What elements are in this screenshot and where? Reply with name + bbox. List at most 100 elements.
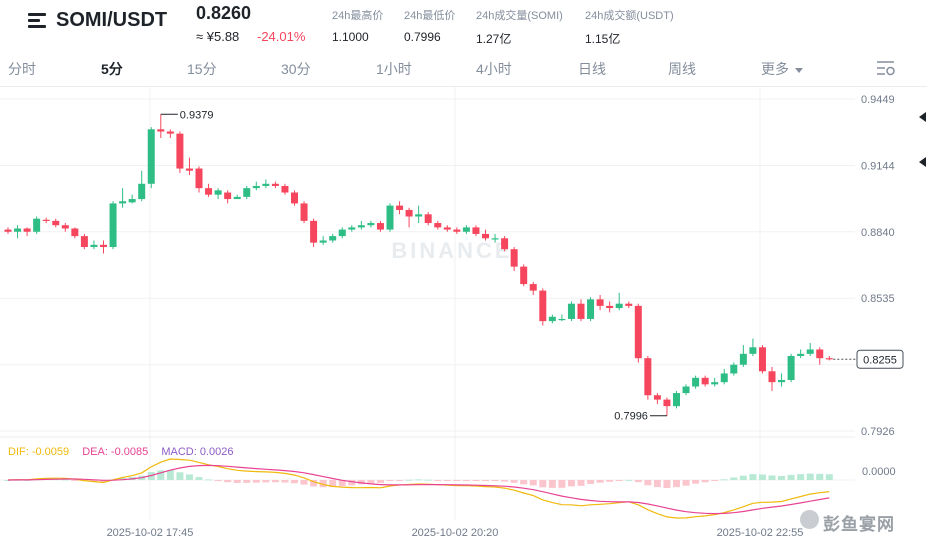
- candle-body: [166, 131, 174, 134]
- macd-histogram-bar: [367, 480, 375, 484]
- macd-histogram-bar: [558, 480, 566, 488]
- last-price: 0.8260: [196, 3, 252, 23]
- candle-body: [577, 303, 585, 319]
- tab-1d[interactable]: 日线: [578, 61, 606, 77]
- macd-histogram-bar: [176, 472, 184, 480]
- candle-body: [291, 192, 298, 204]
- macd-histogram-bar: [596, 480, 604, 483]
- candle-body: [701, 377, 709, 385]
- stat-value: 1.27亿: [476, 32, 512, 46]
- macd-histogram-bar: [587, 480, 595, 484]
- tab-1w[interactable]: 周线: [668, 61, 696, 77]
- stat-value: 1.1000: [332, 30, 369, 44]
- candle-body: [510, 249, 518, 267]
- macd-histogram-bar: [300, 480, 308, 485]
- macd-histogram-bar: [100, 480, 107, 482]
- macd-histogram-bar: [520, 480, 528, 485]
- macd-histogram-bar: [720, 479, 728, 481]
- candle-body: [367, 223, 375, 226]
- menu-icon[interactable]: [28, 13, 46, 29]
- candle-body: [33, 218, 41, 232]
- candle-body: [90, 244, 98, 248]
- candle-body: [310, 220, 318, 243]
- candle-body: [281, 185, 289, 193]
- candle-body: [405, 209, 413, 217]
- candle-body: [262, 183, 270, 186]
- header-divider: [0, 86, 927, 87]
- macd-histogram-bar: [424, 479, 432, 481]
- candle-body: [376, 223, 384, 230]
- macd-histogram-bar: [443, 480, 451, 481]
- candle-body: [625, 303, 633, 306]
- macd-histogram-bar: [634, 480, 642, 483]
- macd-histogram-bar: [491, 480, 499, 482]
- candle-body: [271, 183, 279, 186]
- macd-histogram-bar: [825, 474, 833, 480]
- candle-body: [529, 284, 537, 291]
- macd-histogram-bar: [730, 477, 738, 480]
- y-tick-label: 0.7926: [861, 426, 895, 438]
- tab-30m[interactable]: 30分: [281, 61, 311, 77]
- candle-body: [214, 190, 222, 195]
- tab-4h[interactable]: 4小时: [476, 61, 512, 77]
- watermark-text: 彭鱼宴网: [823, 515, 895, 534]
- stat-24h-turnover: 24h成交额(USDT) 1.15亿: [585, 7, 674, 47]
- candle-body: [443, 227, 451, 230]
- candle-body: [176, 133, 184, 169]
- y-tick-label: 0.9449: [861, 94, 895, 106]
- candlestick-chart[interactable]: BINANCE0.94490.91440.88400.85350.82300.7…: [0, 87, 927, 548]
- candle-body: [319, 240, 327, 243]
- collapse-arrow-icon[interactable]: [919, 112, 926, 122]
- macd-histogram-bar: [797, 474, 805, 480]
- tab-more[interactable]: 更多: [761, 59, 803, 79]
- candle-body: [806, 349, 814, 354]
- macd-histogram-bar: [625, 479, 633, 481]
- macd-histogram-bar: [482, 480, 489, 481]
- stat-label: 24h成交额(USDT): [585, 10, 674, 22]
- tab-5m[interactable]: 5分: [101, 61, 123, 77]
- macd-histogram-bar: [510, 480, 518, 483]
- macd-histogram-bar: [291, 480, 298, 484]
- candle-body: [663, 399, 671, 407]
- stat-label: 24h最高价: [332, 10, 384, 22]
- candle-body: [80, 236, 88, 248]
- candle-body: [195, 168, 203, 189]
- candle-body: [42, 219, 50, 221]
- candle-body: [71, 228, 79, 237]
- candle-body: [23, 228, 31, 232]
- y-tick-label: 0.9144: [861, 160, 895, 172]
- tab-time[interactable]: 分时: [8, 61, 36, 77]
- candle-body: [119, 201, 127, 204]
- trading-pair[interactable]: SOMI/USDT: [56, 9, 168, 31]
- x-tick-label: 2025-10-02 17:45: [107, 527, 194, 539]
- candle-body: [348, 227, 356, 230]
- macd-histogram-bar: [673, 480, 680, 488]
- candle-body: [329, 236, 337, 241]
- macd-histogram-bar: [405, 479, 413, 481]
- macd-histogram-bar: [376, 480, 384, 483]
- candle-body: [243, 188, 251, 197]
- tab-1h[interactable]: 1小时: [376, 61, 412, 77]
- collapse-arrow-icon[interactable]: [919, 157, 926, 167]
- candle-body: [434, 223, 442, 228]
- macd-histogram-bar: [119, 478, 127, 480]
- macd-histogram-bar: [252, 480, 260, 483]
- y-tick-label: 0.8840: [861, 227, 895, 239]
- macd-histogram-bar: [166, 470, 174, 480]
- chart-settings-icon[interactable]: [876, 58, 896, 78]
- macd-histogram-bar: [749, 474, 757, 480]
- candle-body: [14, 228, 22, 232]
- candle-body: [520, 266, 528, 285]
- macd-histogram-bar: [548, 480, 556, 488]
- tab-15m[interactable]: 15分: [187, 61, 217, 77]
- candle-body: [415, 214, 423, 217]
- candle-body: [797, 353, 805, 357]
- macd-histogram-bar: [386, 480, 394, 482]
- macd-histogram-bar: [806, 473, 814, 480]
- candle-body: [587, 299, 595, 319]
- macd-zero-tick: 0.0000: [862, 466, 896, 478]
- candle-body: [653, 395, 661, 400]
- macd-histogram-bar: [214, 480, 222, 481]
- macd-histogram-bar: [4, 480, 12, 481]
- candle-body: [567, 303, 575, 319]
